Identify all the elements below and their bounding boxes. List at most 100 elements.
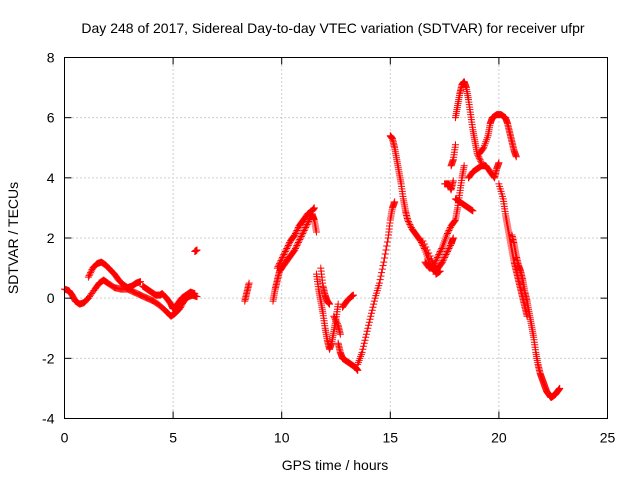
data-point [282,246,290,254]
data-point [367,312,375,320]
data-point [294,225,302,233]
data-point [298,231,306,239]
data-point [278,254,286,262]
data-point [380,258,388,266]
data-point [296,236,304,244]
x-tick-label: 15 [383,430,399,446]
data-point [370,300,378,308]
data-point [467,206,475,214]
y-tick-label: 4 [47,170,55,186]
y-tick-label: 8 [47,50,55,66]
data-point [300,226,308,234]
data-point [443,249,451,257]
data-point [444,246,452,254]
data-point [434,252,442,260]
data-point [417,239,425,247]
data-point [312,228,320,236]
data-point [382,246,390,254]
data-point [404,216,412,224]
data-point [444,228,452,236]
data-point [299,229,307,237]
data-point [299,228,307,236]
data-points [61,78,564,401]
data-point [304,217,312,225]
data-point [245,279,253,287]
x-tick-label: 5 [169,430,177,446]
data-point [292,243,300,251]
chart-title: Day 248 of 2017, Sidereal Day-to-day VTE… [81,20,585,36]
data-point [325,300,333,308]
data-point [381,250,389,258]
data-point [378,265,386,273]
data-point [274,263,282,271]
data-point [291,231,299,239]
data-point [440,255,448,263]
data-point [556,384,564,392]
y-tick-label: 6 [47,110,55,126]
data-point [438,258,446,266]
data-point [475,153,483,161]
data-point [439,257,447,265]
data-point [369,303,377,311]
data-point [512,153,520,161]
data-point [420,240,428,248]
data-point [86,270,94,278]
data-point [365,318,373,326]
data-point [302,222,310,230]
y-tick-label: -2 [42,350,55,366]
data-point [381,254,389,262]
data-point [333,318,341,326]
y-tick-label: 2 [47,230,55,246]
data-point [279,252,287,260]
y-axis-label: SDTVAR / TECUs [5,182,21,294]
data-point [301,225,309,233]
data-point [291,229,299,237]
data-point [302,223,310,231]
data-point [423,246,431,254]
data-point [391,198,399,206]
data-point [378,269,386,277]
data-point [405,219,413,227]
data-point [379,262,387,270]
data-point [383,242,391,250]
data-point [383,238,391,246]
data-point [362,330,370,338]
data-point [363,327,371,335]
data-point [377,272,385,280]
data-point [438,245,446,253]
data-point [460,162,468,170]
data-point [422,243,430,251]
data-point [284,242,292,250]
data-point [366,315,374,323]
x-axis-label: GPS time / hours [282,457,389,473]
data-point [446,225,454,233]
data-point [303,220,311,228]
data-point [441,254,449,262]
data-point [330,312,338,320]
data-point [278,255,286,263]
data-point [276,260,284,268]
data-point [275,261,283,269]
data-point [419,237,427,245]
data-point [370,297,378,305]
grid [64,57,608,419]
data-point [445,245,453,253]
data-point [362,333,370,341]
data-point [449,177,457,185]
data-point [292,228,300,236]
data-point [87,269,95,277]
x-tick-label: 10 [274,430,290,446]
data-point [283,243,291,251]
data-point [442,251,450,259]
data-point [432,257,440,265]
data-point [445,226,453,234]
data-point [449,234,457,242]
data-point [407,222,415,230]
data-point [283,245,291,253]
x-tick-label: 20 [491,430,507,446]
data-point [433,254,441,262]
data-point [291,246,299,254]
data-point [285,240,293,248]
data-point [360,342,368,350]
data-point [332,317,340,325]
